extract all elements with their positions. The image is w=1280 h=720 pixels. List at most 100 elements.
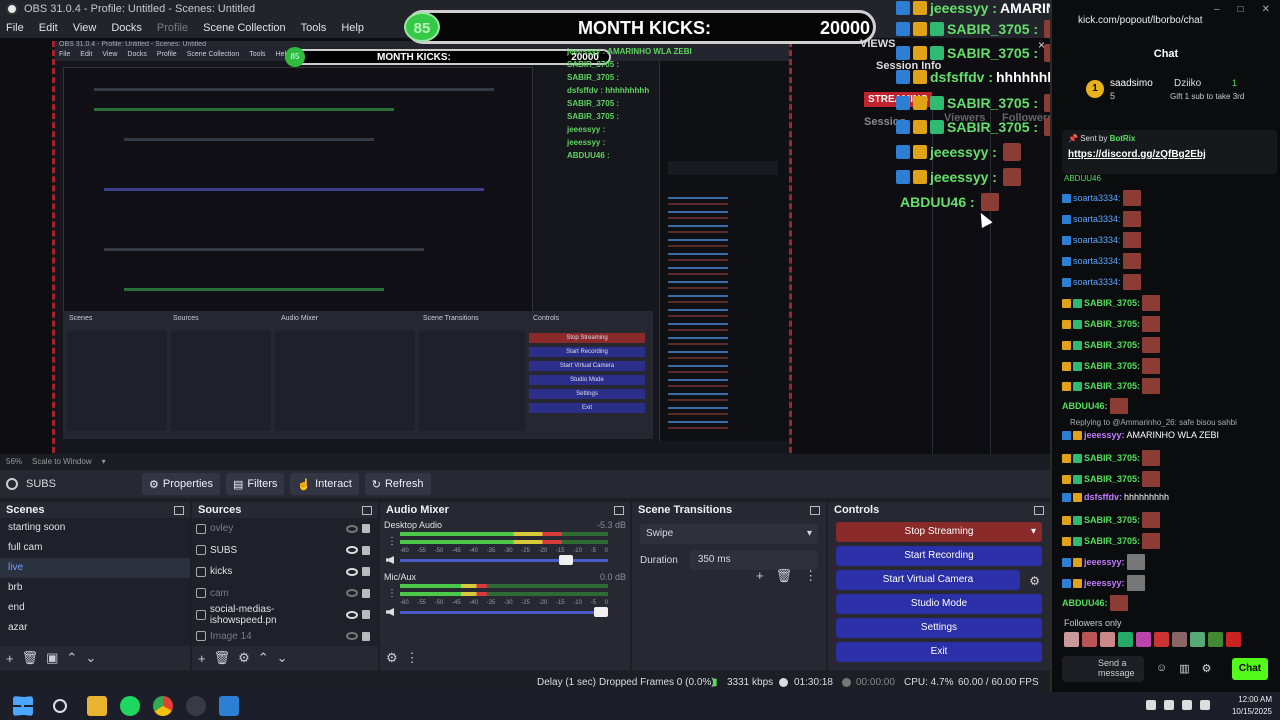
chat-send-button[interactable]: Chat	[1232, 658, 1268, 680]
chat-username[interactable]: SABIR_3705:	[1084, 515, 1141, 525]
app-icon[interactable]	[219, 696, 239, 716]
chat-message[interactable]: SABIR_3705:	[1062, 337, 1161, 353]
exit-button[interactable]: Exit	[836, 642, 1042, 662]
chat-message[interactable]: jeeessyy:	[1062, 554, 1145, 570]
start-recording-button[interactable]: Start Recording	[836, 546, 1042, 566]
lock-icon[interactable]	[362, 631, 370, 641]
move-up-icon[interactable]: ⌃	[257, 650, 269, 665]
transition-select[interactable]: Swipe ▾	[640, 524, 818, 544]
chat-message[interactable]: SABIR_3705:	[1062, 378, 1161, 394]
eye-icon[interactable]	[346, 567, 358, 576]
close-icon[interactable]: ✕	[1261, 4, 1270, 15]
eye-icon[interactable]	[346, 610, 359, 619]
lock-icon[interactable]	[362, 588, 370, 598]
chat-username[interactable]: SABIR_3705:	[1084, 474, 1141, 484]
move-up-icon[interactable]: ⌃	[66, 650, 78, 665]
more-icon[interactable]: ⋮	[405, 650, 419, 665]
undock-icon[interactable]	[174, 505, 184, 515]
move-down-icon[interactable]: ⌄	[276, 650, 288, 665]
chat-message[interactable]: SABIR_3705:	[1062, 450, 1161, 466]
lock-icon[interactable]	[362, 567, 370, 577]
studio-mode-button[interactable]: Studio Mode	[836, 594, 1042, 614]
menu-file[interactable]: File	[6, 22, 24, 34]
gear-icon[interactable]: ⚙	[1201, 663, 1212, 675]
scale-mode[interactable]: Scale to Window	[32, 456, 92, 466]
chat-message[interactable]: dsfsffdv: hhhhhhhhh	[1062, 492, 1169, 502]
add-icon[interactable]: +	[756, 568, 764, 583]
close-icon[interactable]: ×	[1038, 38, 1046, 52]
trash-icon[interactable]: 🗑	[21, 650, 39, 665]
chevron-down-icon[interactable]: ▾	[101, 456, 106, 466]
emote-row[interactable]	[1064, 632, 1241, 647]
clock[interactable]: 12:00 AM 10/15/2025	[1232, 694, 1272, 718]
chat-message[interactable]: SABIR_3705:	[1062, 471, 1161, 487]
menu-docks[interactable]: Docks	[111, 22, 142, 34]
chat-username[interactable]: SABIR_3705:	[1084, 453, 1141, 463]
source-item[interactable]: SUBS	[192, 540, 378, 562]
source-item[interactable]: social-medias-ishowspeed.pn	[192, 604, 378, 626]
chat-username[interactable]: SABIR_3705:	[1084, 536, 1141, 546]
source-item[interactable]: Image 14	[192, 626, 378, 648]
menu-help[interactable]: Help	[341, 22, 364, 34]
chat-username[interactable]: soarta3334:	[1073, 256, 1121, 266]
minimize-icon[interactable]: –	[1214, 4, 1220, 15]
filters-icon[interactable]: ▣	[46, 650, 59, 665]
undock-icon[interactable]	[1034, 505, 1044, 515]
menu-scene-collection[interactable]: Scene Collection	[203, 22, 286, 34]
emoji-icon[interactable]: ☺	[1156, 662, 1168, 674]
eye-off-icon[interactable]	[346, 524, 358, 533]
gear-icon[interactable]: ⚙	[238, 650, 250, 665]
source-item[interactable]: cam	[192, 583, 378, 605]
scene-item[interactable]: end	[8, 602, 25, 613]
menu-edit[interactable]: Edit	[38, 22, 58, 34]
system-tray[interactable]	[1146, 700, 1210, 710]
chat-message[interactable]: SABIR_3705:	[1062, 533, 1161, 549]
menu-view[interactable]: View	[72, 22, 97, 34]
chat-username[interactable]: ABDUU46:	[1062, 401, 1108, 411]
chat-message[interactable]: ABDUU46:	[1062, 398, 1128, 414]
properties-button[interactable]: ⚙ Properties	[142, 473, 221, 495]
chat-username[interactable]: ABDUU46:	[1062, 598, 1108, 608]
chat-username[interactable]: jeeessyy:	[1084, 557, 1125, 567]
trash-icon[interactable]: 🗑	[213, 650, 231, 665]
menu-tools[interactable]: Tools	[300, 22, 327, 34]
scene-item[interactable]: brb	[8, 582, 23, 593]
interact-button[interactable]: ☝ Interact	[290, 473, 359, 495]
speaker-icon[interactable]	[386, 556, 394, 564]
gift-note[interactable]: Gift 1 sub to take 3rd	[1170, 92, 1245, 101]
chat-message[interactable]: soarta3334:	[1062, 190, 1141, 206]
more-icon[interactable]: ⋮	[804, 568, 818, 583]
stop-streaming-button[interactable]: Stop Streaming ▾	[836, 522, 1042, 542]
chat-message[interactable]: jeeessyy:	[1062, 575, 1145, 591]
volume-fader[interactable]	[400, 607, 608, 617]
chat-message[interactable]: ABDUU46:	[1062, 595, 1128, 611]
lock-icon[interactable]	[362, 524, 370, 534]
scene-item[interactable]: azar	[8, 622, 28, 633]
source-item[interactable]: kicks	[192, 561, 378, 583]
chat-message[interactable]: soarta3334:	[1062, 232, 1141, 248]
duration-input[interactable]: 350 ms	[689, 550, 818, 570]
speaker-icon[interactable]	[386, 608, 394, 616]
pinned-link[interactable]: https://discord.gg/zQfBg2Ebj	[1068, 149, 1206, 160]
settings-button[interactable]: Settings	[836, 618, 1042, 638]
chat-username[interactable]: jeeessyy:	[1084, 430, 1125, 440]
source-settings-icon[interactable]	[6, 478, 18, 490]
scene-item[interactable]: live	[0, 558, 190, 578]
chat-username[interactable]: SABIR_3705:	[1084, 381, 1141, 391]
chat-username[interactable]: SABIR_3705:	[1084, 361, 1141, 371]
volume-fader[interactable]	[400, 555, 608, 565]
refresh-button[interactable]: ↻ Refresh	[364, 473, 431, 495]
chat-message[interactable]: SABIR_3705:	[1062, 358, 1161, 374]
add-icon[interactable]: +	[6, 650, 14, 666]
chat-message[interactable]: soarta3334:	[1062, 211, 1141, 227]
start-icon[interactable]	[13, 696, 33, 716]
scene-item[interactable]: starting soon	[8, 522, 66, 533]
eye-icon[interactable]	[346, 546, 358, 555]
chat-username[interactable]: soarta3334:	[1073, 193, 1121, 203]
preview-canvas[interactable]: OBS 31.0.4 - Profile: Untitled - Scenes:…	[0, 38, 1050, 454]
undock-icon[interactable]	[614, 505, 624, 515]
chat-message[interactable]: SABIR_3705:	[1062, 295, 1161, 311]
eye-off-icon[interactable]	[346, 589, 358, 598]
store-icon[interactable]: ▥	[1179, 663, 1190, 675]
undock-icon[interactable]	[810, 505, 820, 515]
